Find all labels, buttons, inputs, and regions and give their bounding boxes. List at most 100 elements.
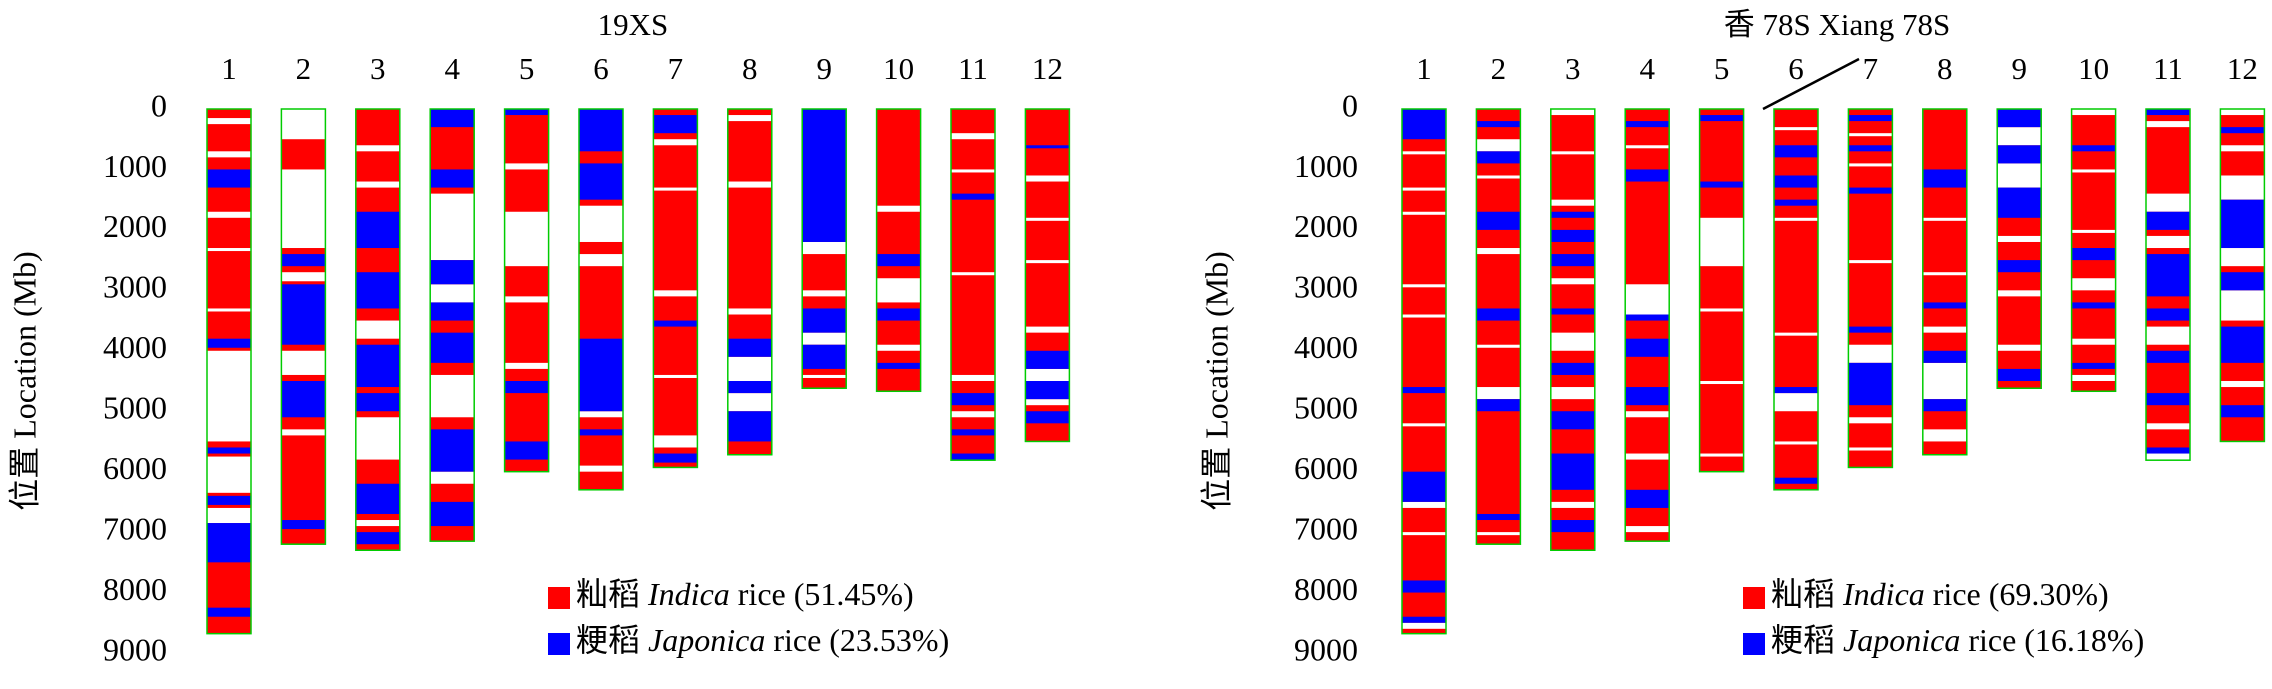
title-pointer — [1762, 57, 1860, 111]
unassigned-segment — [579, 411, 623, 418]
japonica-segment — [1848, 326, 1893, 333]
japonica-segment — [1848, 187, 1893, 194]
y-tick-label: 8000 — [103, 571, 167, 607]
unassigned-segment — [1774, 127, 1818, 131]
japonica-segment — [207, 338, 251, 348]
japonica-segment — [727, 411, 772, 442]
unassigned-segment — [1402, 211, 1446, 215]
japonica-segment — [1625, 489, 1670, 508]
chromosome-outline — [206, 108, 252, 635]
japonica-segment — [2071, 145, 2116, 152]
y-tick-label: 0 — [1342, 87, 1358, 123]
japonica-segment — [1848, 115, 1893, 122]
japonica-segment — [207, 607, 251, 617]
chromosome-outline — [1922, 108, 1968, 456]
chromosome-outline — [652, 108, 699, 469]
japonica-segment — [727, 338, 772, 357]
unassigned-segment — [1025, 368, 1070, 381]
y-axis-label: 位置 Location (Mb) — [6, 251, 42, 511]
y-tick-label: 9000 — [103, 631, 167, 667]
japonica-segment — [2146, 447, 2190, 454]
x-tick-label: 5 — [1714, 51, 1730, 86]
japonica-segment — [653, 320, 698, 327]
japonica-segment — [1699, 181, 1744, 188]
x-tick-label: 10 — [883, 51, 914, 86]
japonica-segment — [1848, 145, 1893, 152]
y-tick-label: 0 — [151, 87, 167, 123]
unassigned-segment — [1476, 387, 1521, 400]
unassigned-segment — [727, 181, 772, 188]
unassigned-segment — [1402, 423, 1446, 427]
japonica-segment — [2071, 302, 2116, 309]
chromosome-outline — [1024, 108, 1071, 443]
chromosome-outline — [727, 108, 773, 456]
y-tick-label: 5000 — [1294, 390, 1358, 426]
japonica-segment — [1550, 211, 1595, 218]
unassigned-segment — [1625, 145, 1670, 149]
x-tick-label: 1 — [1416, 51, 1432, 86]
unassigned-segment — [1848, 344, 1893, 363]
unassigned-segment — [355, 145, 400, 152]
unassigned-segment — [727, 308, 772, 315]
y-tick-label: 6000 — [103, 450, 167, 486]
y-tick-label: 6000 — [1294, 450, 1358, 486]
x-tick-label: 6 — [593, 51, 609, 86]
unassigned-segment — [355, 181, 400, 188]
japonica-segment — [1997, 187, 2042, 218]
japonica-segment — [802, 109, 847, 242]
legend-italic: Indica — [647, 576, 730, 612]
japonica-segment — [1625, 169, 1670, 182]
japonica-segment — [2146, 308, 2190, 321]
unassigned-segment — [207, 118, 251, 125]
japonica-segment — [1625, 121, 1670, 128]
unassigned-segment — [727, 356, 772, 381]
legend-italic: Japonica — [648, 622, 765, 658]
unassigned-segment — [2071, 338, 2116, 345]
y-tick-label: 7000 — [1294, 510, 1358, 546]
chromosome — [876, 109, 921, 392]
unassigned-segment — [2071, 374, 2116, 381]
japonica-segment — [1402, 616, 1446, 623]
japonica-segment — [430, 501, 475, 527]
unassigned-segment — [430, 374, 475, 418]
chromosome-outline — [429, 108, 475, 542]
unassigned-segment — [1476, 344, 1521, 348]
unassigned-segment — [802, 332, 847, 345]
unassigned-segment — [504, 362, 549, 369]
unassigned-segment — [1625, 453, 1670, 460]
unassigned-segment — [2220, 290, 2265, 321]
unassigned-segment — [1402, 532, 1446, 536]
japonica-segment — [1025, 411, 1070, 424]
chromosome — [1402, 109, 1446, 634]
unassigned-segment — [1476, 139, 1521, 152]
unassigned-segment — [1025, 260, 1070, 264]
unassigned-segment — [1550, 278, 1595, 285]
japonica-segment — [653, 453, 698, 463]
japonica-segment — [951, 393, 995, 406]
japonica-segment — [207, 169, 251, 188]
unassigned-segment — [951, 169, 995, 173]
unassigned-segment — [207, 308, 251, 312]
japonica-segment — [1550, 229, 1595, 242]
x-tick-label: 6 — [1788, 51, 1804, 86]
japonica-segment — [1774, 199, 1818, 206]
chromosome — [1699, 109, 1744, 472]
legend-swatch — [548, 587, 570, 609]
chromosome-outline — [950, 108, 996, 461]
japonica-segment — [207, 447, 251, 454]
japonica-segment — [1699, 115, 1744, 122]
unassigned-segment — [1550, 387, 1595, 400]
unassigned-segment — [1774, 217, 1818, 221]
japonica-segment — [1922, 169, 1967, 188]
japonica-segment — [504, 381, 549, 394]
unassigned-segment — [1848, 417, 1893, 424]
chromosome-outline — [1401, 108, 1447, 635]
unassigned-segment — [2146, 423, 2190, 430]
unassigned-segment — [2071, 229, 2116, 233]
japonica-segment — [2146, 393, 2190, 406]
unassigned-segment — [876, 205, 921, 212]
japonica-segment — [802, 344, 847, 369]
unassigned-segment — [1848, 133, 1893, 137]
unassigned-segment — [2146, 235, 2190, 249]
unassigned-segment — [1025, 326, 1070, 333]
